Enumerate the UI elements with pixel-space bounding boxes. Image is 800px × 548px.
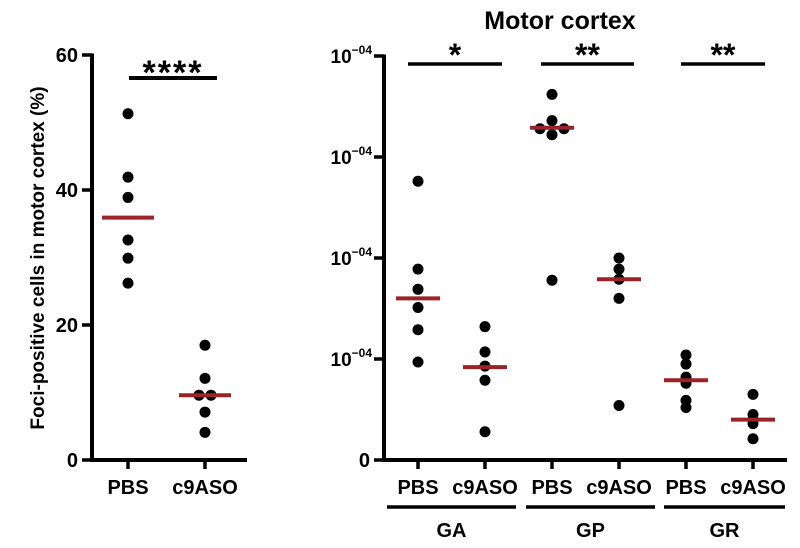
- data-point: [199, 339, 211, 351]
- data-point: [412, 324, 424, 336]
- left-chart: Foci-positive cells in motor cortex (%) …: [28, 45, 247, 499]
- data-point: [479, 321, 491, 333]
- right-y-tick-label: 0: [359, 450, 370, 472]
- tick-base: 10: [331, 350, 352, 371]
- data-point: [199, 426, 211, 438]
- group-gp: PBS c9ASO ** GP: [526, 37, 655, 542]
- right-y-tick-label: 10−04: [331, 144, 373, 169]
- group-label: GP: [576, 520, 605, 542]
- data-point: [412, 356, 424, 368]
- data-point: [122, 234, 134, 246]
- left-y-tick-label: 20: [56, 315, 78, 337]
- significance-label: **: [711, 37, 736, 73]
- group-gr: PBS c9ASO ** GR: [664, 37, 786, 542]
- left-y-tick-label: 0: [67, 450, 78, 472]
- tick-base: 10: [331, 148, 352, 169]
- tick-exponent: −04: [352, 346, 373, 360]
- data-point: [747, 388, 759, 400]
- right-x-tick-label: PBS: [531, 477, 572, 499]
- group-label: GA: [437, 520, 467, 542]
- right-chart-title: Motor cortex: [484, 7, 636, 35]
- right-x-tick-label: PBS: [397, 477, 438, 499]
- data-point: [479, 346, 491, 358]
- right-x-tick-label: c9ASO: [586, 477, 652, 499]
- data-point: [546, 88, 558, 100]
- data-point: [412, 301, 424, 313]
- tick-base: 10: [331, 47, 352, 68]
- tick-exponent: −04: [352, 144, 373, 158]
- significance-label: **: [575, 37, 600, 73]
- tick-exponent: −04: [352, 245, 373, 259]
- data-point: [546, 274, 558, 286]
- data-point: [122, 277, 134, 289]
- data-point: [412, 263, 424, 275]
- right-y-tick-label: 10−04: [331, 245, 373, 270]
- left-x-tick-label: c9ASO: [172, 477, 238, 499]
- group-label: GR: [710, 520, 741, 542]
- data-point: [122, 191, 134, 203]
- data-point: [613, 399, 625, 411]
- left-y-tick-label: 40: [56, 180, 78, 202]
- data-point: [613, 263, 625, 275]
- data-point: [479, 426, 491, 438]
- data-point: [479, 374, 491, 386]
- data-point: [546, 115, 558, 127]
- right-x-tick-label: PBS: [665, 477, 706, 499]
- data-point: [122, 171, 134, 183]
- tick-base: 10: [331, 249, 352, 270]
- significance-label: ****: [143, 54, 204, 92]
- data-point: [199, 372, 211, 384]
- data-point: [412, 175, 424, 187]
- left-y-axis-label: Foci-positive cells in motor cortex (%): [28, 86, 49, 429]
- right-x-tick-label: c9ASO: [452, 477, 518, 499]
- right-x-tick-label: c9ASO: [720, 477, 786, 499]
- data-point: [122, 252, 134, 264]
- data-point: [680, 401, 692, 413]
- data-point: [747, 433, 759, 445]
- significance-label: *: [449, 37, 462, 73]
- right-y-tick-label: 10−04: [331, 43, 373, 68]
- right-y-tick-label: 10−04: [331, 346, 373, 371]
- data-point: [546, 129, 558, 141]
- tick-exponent: −04: [352, 43, 373, 57]
- left-x-tick-label: PBS: [107, 477, 148, 499]
- group-ga: PBS c9ASO * GA: [387, 37, 518, 542]
- data-point: [613, 292, 625, 304]
- data-point: [122, 108, 134, 120]
- left-y-tick-label: 60: [56, 45, 78, 67]
- data-point: [680, 349, 692, 361]
- data-point: [613, 252, 625, 264]
- data-point: [199, 406, 211, 418]
- data-point: [680, 358, 692, 370]
- data-point: [412, 283, 424, 295]
